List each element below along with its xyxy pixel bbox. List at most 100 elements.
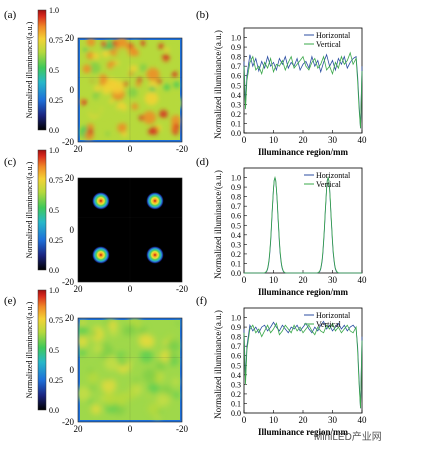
noise-blob — [105, 131, 110, 136]
noise-blob — [103, 393, 117, 407]
line-plot-d: 0.00.10.20.30.40.50.60.70.80.91.0 0 10 20 30… — [213, 167, 367, 297]
map-frame — [77, 37, 183, 143]
series-line-horizontal — [243, 53, 363, 129]
noise-blob — [90, 101, 102, 113]
noise-blob — [107, 319, 118, 330]
series-line-vertical — [243, 51, 363, 129]
plot-frame — [243, 167, 363, 274]
noise-blob — [79, 320, 86, 327]
noise-blob — [97, 74, 109, 86]
map-x-tick-label: 20 — [74, 144, 84, 154]
x-tick-label: 40 — [358, 135, 368, 145]
noise-blob — [163, 129, 172, 137]
noise-blob — [128, 42, 134, 48]
map-y-tick-label: 20 — [65, 173, 75, 183]
noise-blob — [167, 334, 174, 342]
noise-blob — [159, 120, 165, 126]
legend-label: Horizontal — [316, 171, 351, 180]
map-x-tick-label: 20 — [74, 284, 84, 294]
y-tick-label: 0.6 — [231, 212, 241, 221]
panel-label-b: (b) — [196, 9, 209, 21]
map-y-tick-label: -20 — [62, 137, 74, 147]
x-tick-label: 0 — [242, 275, 247, 285]
hot-spot — [111, 40, 117, 46]
colorbar-tick-label: 0.5 — [49, 346, 59, 355]
noise-blob — [117, 122, 127, 133]
colorbar-tick-label: 1.0 — [49, 286, 59, 295]
noise-blob — [78, 348, 87, 357]
x-tick-label: 0 — [242, 415, 247, 425]
noise-blob — [131, 103, 139, 110]
noise-blob — [137, 326, 148, 336]
x-tick-label: 30 — [328, 275, 338, 285]
heatmap-panel-a: 0.0 0.25 0.5 0.75 1.0 Normalized illuminance/… — [25, 6, 188, 154]
noise-blob — [90, 330, 97, 337]
line-plots: 0.00.10.20.30.40.50.60.70.80.91.00 10 20 30… — [213, 27, 368, 437]
y-tick-label: 1.0 — [231, 34, 241, 43]
map-noise — [78, 318, 181, 420]
noise-blob — [78, 335, 88, 348]
noise-blob — [156, 392, 170, 407]
hot-spot — [139, 40, 146, 46]
noise-blob — [121, 355, 128, 362]
y-tick-label: 0.1 — [231, 119, 241, 128]
plot-frame — [243, 27, 363, 134]
hot-spot — [81, 99, 87, 106]
noise-blob — [87, 398, 93, 404]
noise-blob — [175, 321, 181, 326]
light-spot — [91, 245, 110, 264]
x-tick-label: 20 — [299, 415, 309, 425]
y-tick-label: 0.9 — [231, 183, 241, 192]
noise-blob — [101, 85, 112, 95]
colorbar-tick-label: 0.75 — [49, 176, 63, 185]
y-tick-label: 0.3 — [231, 100, 241, 109]
noise-blob — [168, 46, 177, 55]
map-y-tick-label: 20 — [65, 313, 75, 323]
noise-blob — [140, 349, 153, 363]
noise-blob — [82, 64, 92, 74]
hot-spot — [172, 71, 178, 77]
colorbar — [37, 149, 47, 271]
colorbar-tick-label: 1.0 — [49, 6, 59, 15]
noise-blob — [137, 77, 142, 83]
noise-blob — [163, 339, 169, 346]
colorbar-tick-label: 1.0 — [49, 146, 59, 155]
heatmap-panel-c: 0.0 0.25 0.5 0.75 1.0 Normalized illuminance/… — [25, 146, 188, 294]
map-x-tick-label: -20 — [176, 284, 188, 294]
y-tick-label: 0.5 — [231, 81, 241, 90]
map-frame — [77, 317, 183, 423]
light-spot — [145, 245, 164, 264]
y-tick-label: 0.0 — [231, 269, 241, 278]
noise-blob — [148, 382, 160, 394]
x-tick-label: 20 — [299, 135, 309, 145]
noise-blob — [109, 327, 118, 337]
heatmap-panel-e: 0.0 0.25 0.5 0.75 1.0 Normalized illuminance/… — [25, 286, 188, 434]
noise-blob — [144, 91, 159, 106]
x-tick-label: 30 — [328, 415, 338, 425]
y-tick-label: 0.4 — [231, 371, 241, 380]
x-tick-label: 10 — [269, 275, 279, 285]
colorbar-tick-label: 0.25 — [49, 236, 63, 245]
y-tick-label: 0.8 — [231, 333, 241, 342]
x-tick-label: 40 — [358, 415, 368, 425]
noise-blob — [115, 47, 129, 61]
noise-blob — [87, 371, 99, 384]
y-tick-label: 1.0 — [231, 174, 241, 183]
hot-spot — [158, 43, 164, 49]
y-tick-label: 0.0 — [231, 129, 241, 138]
map-y-tick-label: 20 — [65, 33, 75, 43]
map-y-tick-label: -20 — [62, 417, 74, 427]
noise-blob — [174, 345, 179, 350]
map-x-tick-label: 0 — [128, 424, 133, 434]
colorbar — [37, 9, 47, 131]
noise-blob — [83, 47, 88, 52]
noise-blob — [104, 355, 120, 371]
hot-spot — [174, 123, 180, 129]
panel-label-c: (c) — [4, 156, 17, 168]
colorbar-tick-label: 0.5 — [49, 206, 59, 215]
noise-blob — [109, 98, 115, 104]
series-line-vertical — [243, 322, 363, 409]
noise-blob — [99, 395, 106, 402]
noise-blob — [138, 115, 145, 121]
colorbar-tick-label: 0.0 — [49, 266, 59, 275]
